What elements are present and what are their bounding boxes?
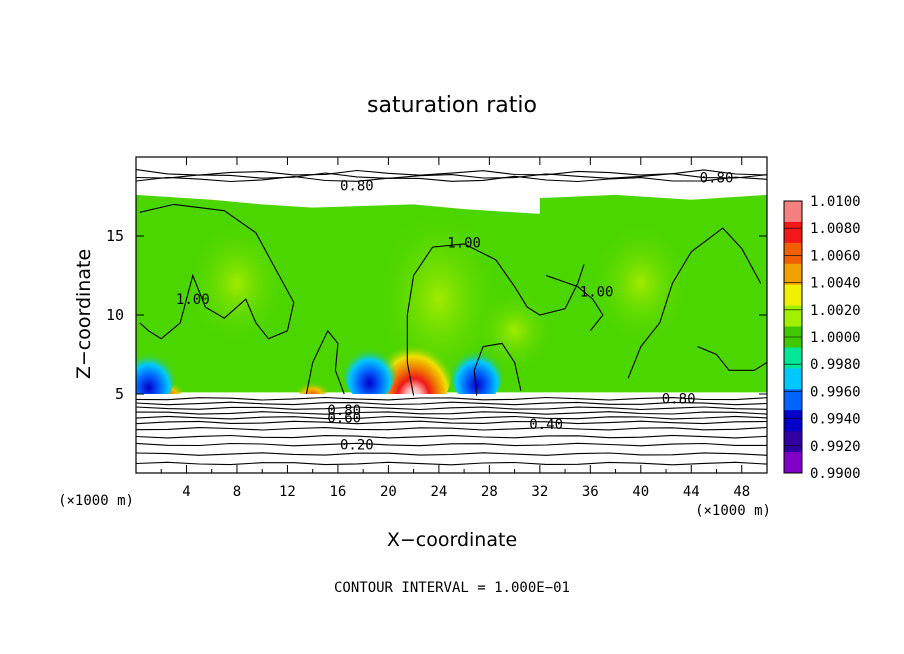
contour-label: 0.40 [529, 417, 563, 433]
contour-1.00-right2 [697, 346, 767, 371]
x-tick-label: 4 [182, 484, 190, 500]
contour-line [136, 420, 767, 425]
x-axis-label: X−coordinate [387, 529, 517, 551]
contour-labels: 0.80 0.801.001.00 1.000.800.600.800.400.20 [176, 171, 734, 454]
contour-line [136, 415, 767, 420]
chart-title: saturation ratio [367, 93, 537, 118]
contour-label: 0.20 [340, 438, 374, 454]
y-axis-ticks: 5 10 15 [106, 227, 767, 403]
colorbar-swatch [784, 305, 802, 328]
colorbar-swatch [784, 263, 802, 286]
contour-1.00-mid [546, 274, 604, 332]
colorbar-swatch [784, 201, 802, 223]
colorbar-label: 1.0040 [810, 276, 861, 292]
y-axis-unit: (×1000 m) [58, 493, 134, 509]
contour-line [136, 396, 767, 401]
contour-line [136, 406, 767, 411]
contour-line [136, 401, 767, 406]
contour-label: 0.80 [662, 392, 696, 408]
contour-line [136, 426, 767, 431]
x-axis-unit: (×1000 m) [695, 503, 771, 519]
contour-line [136, 461, 767, 466]
colorbar-label: 1.0080 [810, 221, 861, 237]
colorbar-label: 1.0020 [810, 303, 861, 319]
x-tick-label: 12 [279, 484, 296, 500]
x-tick-label: 8 [233, 484, 241, 500]
x-tick-label: 48 [733, 484, 750, 500]
colorbar-swatch [784, 347, 802, 369]
y-tick-label: 5 [115, 385, 124, 403]
contour-label: 1.00 [176, 292, 210, 308]
colorbar-label: 0.9960 [810, 384, 861, 400]
contour-line [136, 411, 767, 415]
colorbar-label: 0.9920 [810, 439, 861, 455]
x-axis-ticks: 4 8 12 16 20 24 28 32 36 40 44 48 [160, 157, 750, 500]
y-tick-label: 10 [106, 306, 124, 324]
contour-line [136, 452, 767, 456]
supersaturation-peak [375, 324, 452, 417]
contour-label: 0.60 [327, 411, 361, 427]
colorbar-swatch [784, 242, 802, 265]
contour-label: 1.00 [447, 235, 481, 251]
contour-1.00 [406, 243, 585, 396]
subsaturation-trough [343, 341, 396, 402]
contour-1.00-small [305, 329, 345, 395]
colorbar-label: 1.0000 [810, 330, 861, 346]
supersaturation-peak [296, 377, 329, 398]
subsaturation-trough [136, 345, 175, 406]
contour-lines [136, 169, 767, 466]
contour-1.00-inner [473, 342, 522, 396]
contour-line [136, 175, 767, 183]
colorbar-label: 0.9980 [810, 357, 861, 373]
colorbar-swatch [784, 389, 802, 411]
colorbar: 1.0100 1.0080 1.0060 1.0040 1.0020 1.0000 0.99… [783, 194, 861, 482]
colorbar-label: 1.0100 [810, 194, 861, 210]
x-tick-label: 20 [380, 484, 397, 500]
x-tick-label: 16 [329, 484, 346, 500]
contour-label: 0.80 [700, 171, 734, 187]
light-patch [186, 221, 288, 346]
colorbar-swatch [784, 410, 802, 432]
colorbar-swatch [784, 431, 802, 453]
y-tick-label: 15 [106, 227, 124, 245]
contour-label: 0.80 [340, 178, 374, 194]
upper-dry-zone [136, 157, 767, 186]
contour-line [136, 172, 767, 179]
contour-label: 1.00 [580, 284, 614, 300]
contour-interval-note: CONTOUR INTERVAL = 1.000E−01 [334, 580, 570, 596]
colorbar-label: 0.9940 [810, 412, 861, 428]
y-axis-label: Z−coordinate [73, 249, 95, 379]
contour-line [136, 434, 767, 439]
x-tick-label: 32 [531, 484, 548, 500]
contour-label: 0.80 [327, 403, 361, 419]
colorbar-swatch [784, 221, 802, 244]
colorbar-swatch [784, 452, 802, 474]
x-tick-label: 24 [430, 484, 447, 500]
x-tick-label: 36 [582, 484, 599, 500]
colorbar-swatch [784, 284, 802, 307]
light-patch [590, 221, 692, 346]
colorbar-label: 1.0060 [810, 248, 861, 264]
contour-line [136, 442, 767, 447]
colorbar-swatch [784, 368, 802, 390]
x-tick-label: 44 [683, 484, 700, 500]
colorbar-label: 0.9900 [810, 466, 861, 482]
x-tick-label: 40 [632, 484, 649, 500]
x-tick-label: 28 [481, 484, 498, 500]
contour-1.00-right [627, 227, 762, 379]
subsaturation-trough [450, 342, 503, 403]
contour-1.00-left [139, 203, 295, 340]
